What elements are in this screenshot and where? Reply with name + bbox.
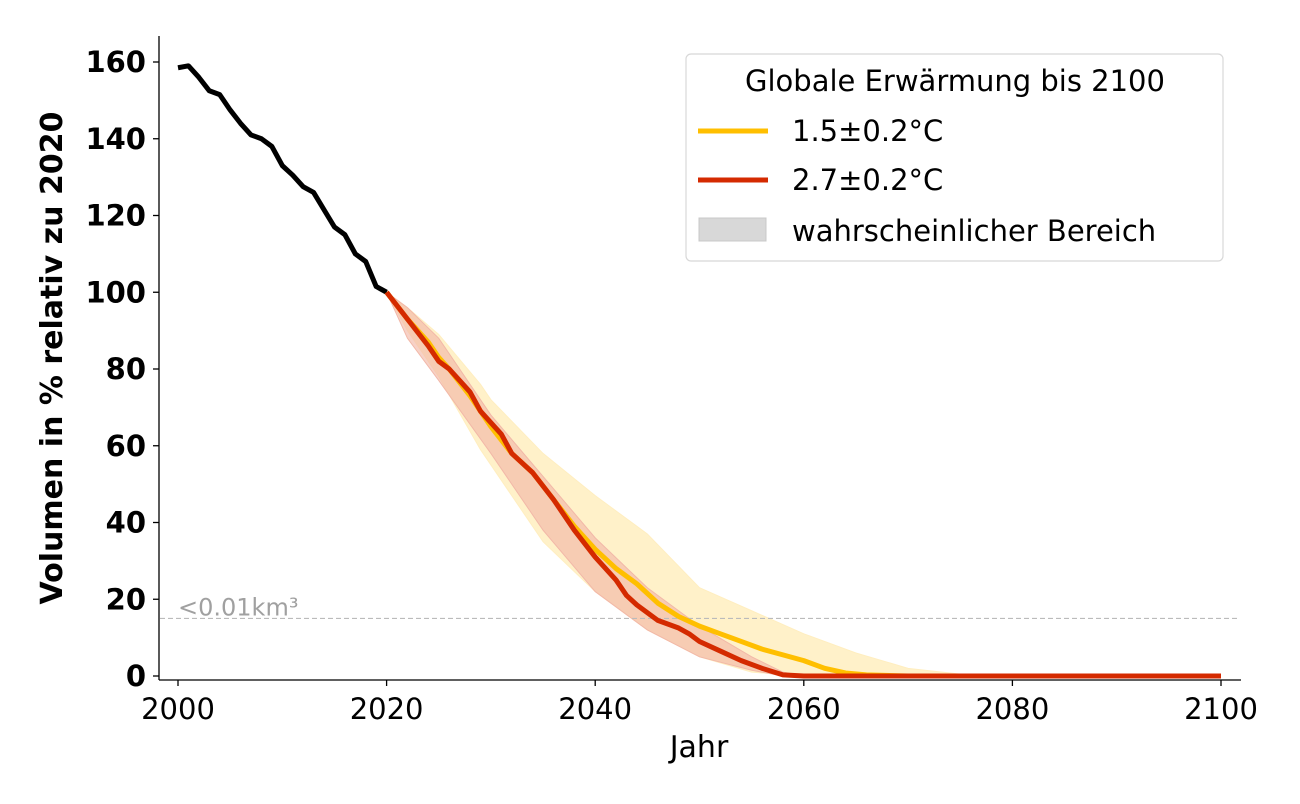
y-tick-label: 100 xyxy=(85,275,146,309)
y-tick-label: 0 xyxy=(126,659,146,693)
axes: 2000 2020 2040 2060 2080 21000204060801001201… xyxy=(85,36,1258,726)
series-lines xyxy=(177,63,1221,679)
y-tick-label: 60 xyxy=(106,429,146,463)
legend-entry-2-7: 2.7±0.2°C xyxy=(792,163,943,197)
x-tick-label: 2100 xyxy=(1184,692,1258,726)
band-2.7±0.2°C xyxy=(385,290,1221,677)
threshold-label: <0.01km³ xyxy=(178,593,298,621)
y-tick-label: 40 xyxy=(106,506,146,540)
legend-title: Globale Erwärmung bis 2100 xyxy=(745,64,1165,98)
x-tick-label: 2040 xyxy=(558,692,632,726)
y-tick-label: 120 xyxy=(85,199,146,233)
x-tick-label: 2000 xyxy=(141,692,215,726)
y-tick-label: 140 xyxy=(85,122,146,156)
uncertainty-bands xyxy=(385,290,1221,677)
series-line-2.7±0.2°C xyxy=(384,290,1221,679)
y-tick-label: 80 xyxy=(106,352,146,386)
y-tick-label: 160 xyxy=(85,45,146,79)
x-tick-label: 2080 xyxy=(975,692,1049,726)
series-line-historisch xyxy=(177,63,388,295)
legend-swatch-range xyxy=(698,217,767,242)
x-tick-label: 2020 xyxy=(350,692,424,726)
x-tick-label: 2060 xyxy=(767,692,841,726)
y-tick-label: 20 xyxy=(106,582,146,616)
legend-entry-range: wahrscheinlicher Bereich xyxy=(792,214,1156,248)
legend: Globale Erwärmung bis 2100 1.5±0.2°C 2.7… xyxy=(685,53,1224,262)
legend-entry-1-5: 1.5±0.2°C xyxy=(792,114,943,148)
y-axis-label: Volumen in % relativ zu 2020 xyxy=(35,112,70,605)
x-axis-label: Jahr xyxy=(668,730,729,765)
